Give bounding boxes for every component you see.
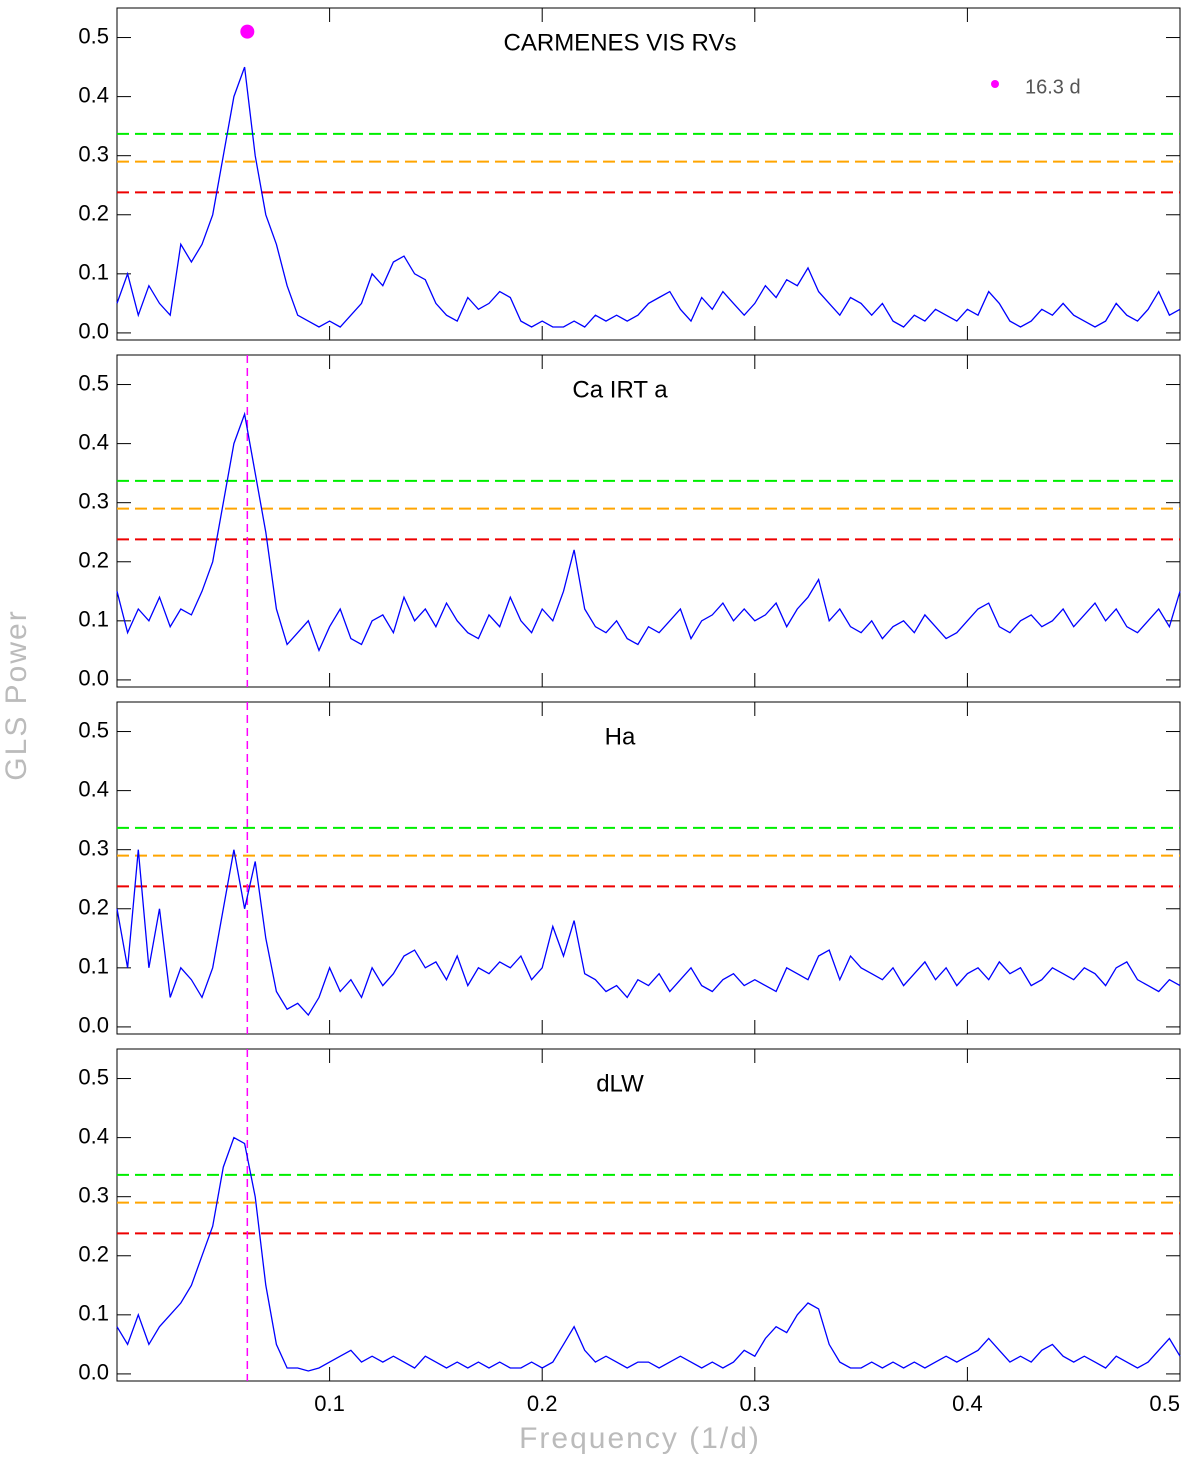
x-tick-label: 0.3 bbox=[740, 1391, 771, 1416]
periodogram-line bbox=[116, 1136, 1181, 1372]
y-tick-label: 0.1 bbox=[78, 260, 109, 285]
y-tick-label: 0.3 bbox=[78, 1182, 109, 1207]
period-marker bbox=[240, 24, 255, 39]
x-tick-label: 0.2 bbox=[527, 1391, 558, 1416]
legend-marker bbox=[991, 80, 999, 88]
y-tick-label: 0.5 bbox=[78, 23, 109, 48]
y-tick-label: 0.0 bbox=[78, 1360, 109, 1385]
y-tick-label: 0.2 bbox=[78, 895, 109, 920]
x-axis-label: Frequency (1/d) bbox=[519, 1422, 761, 1455]
y-tick-label: 0.0 bbox=[78, 666, 109, 691]
periodogram-line bbox=[116, 66, 1181, 328]
y-tick-label: 0.2 bbox=[78, 1242, 109, 1267]
y-tick-label: 0.0 bbox=[78, 1013, 109, 1038]
x-tick-label: 0.1 bbox=[314, 1391, 345, 1416]
panel-title: dLW bbox=[596, 1070, 644, 1097]
y-axis-label: GLS Power bbox=[0, 609, 33, 780]
x-tick-label: 0.5 bbox=[1149, 1391, 1180, 1416]
plot-frame bbox=[116, 701, 1181, 1035]
y-tick-label: 0.3 bbox=[78, 141, 109, 166]
plot-frame bbox=[116, 354, 1181, 688]
panel-title: Ha bbox=[605, 723, 636, 750]
periodogram-line bbox=[116, 411, 1181, 653]
periodogram-line bbox=[116, 849, 1181, 1017]
y-tick-label: 0.4 bbox=[78, 429, 109, 454]
plot-frame bbox=[116, 7, 1181, 341]
y-tick-label: 0.5 bbox=[78, 717, 109, 742]
y-tick-label: 0.5 bbox=[78, 1064, 109, 1089]
legend-label: 16.3 d bbox=[1025, 76, 1081, 98]
y-tick-label: 0.1 bbox=[78, 1301, 109, 1326]
y-tick-label: 0.3 bbox=[78, 488, 109, 513]
y-tick-label: 0.0 bbox=[78, 319, 109, 344]
plot-frame bbox=[116, 1048, 1181, 1382]
y-tick-label: 0.2 bbox=[78, 201, 109, 226]
y-tick-label: 0.3 bbox=[78, 835, 109, 860]
y-tick-label: 0.1 bbox=[78, 607, 109, 632]
y-tick-label: 0.4 bbox=[78, 776, 109, 801]
x-tick-label: 0.4 bbox=[952, 1391, 983, 1416]
panel-title: Ca IRT a bbox=[572, 376, 668, 403]
y-tick-label: 0.4 bbox=[78, 82, 109, 107]
panel-title: CARMENES VIS RVs bbox=[504, 29, 737, 56]
y-tick-label: 0.4 bbox=[78, 1123, 109, 1148]
y-tick-label: 0.1 bbox=[78, 954, 109, 979]
y-tick-label: 0.5 bbox=[78, 370, 109, 395]
y-tick-label: 0.2 bbox=[78, 548, 109, 573]
